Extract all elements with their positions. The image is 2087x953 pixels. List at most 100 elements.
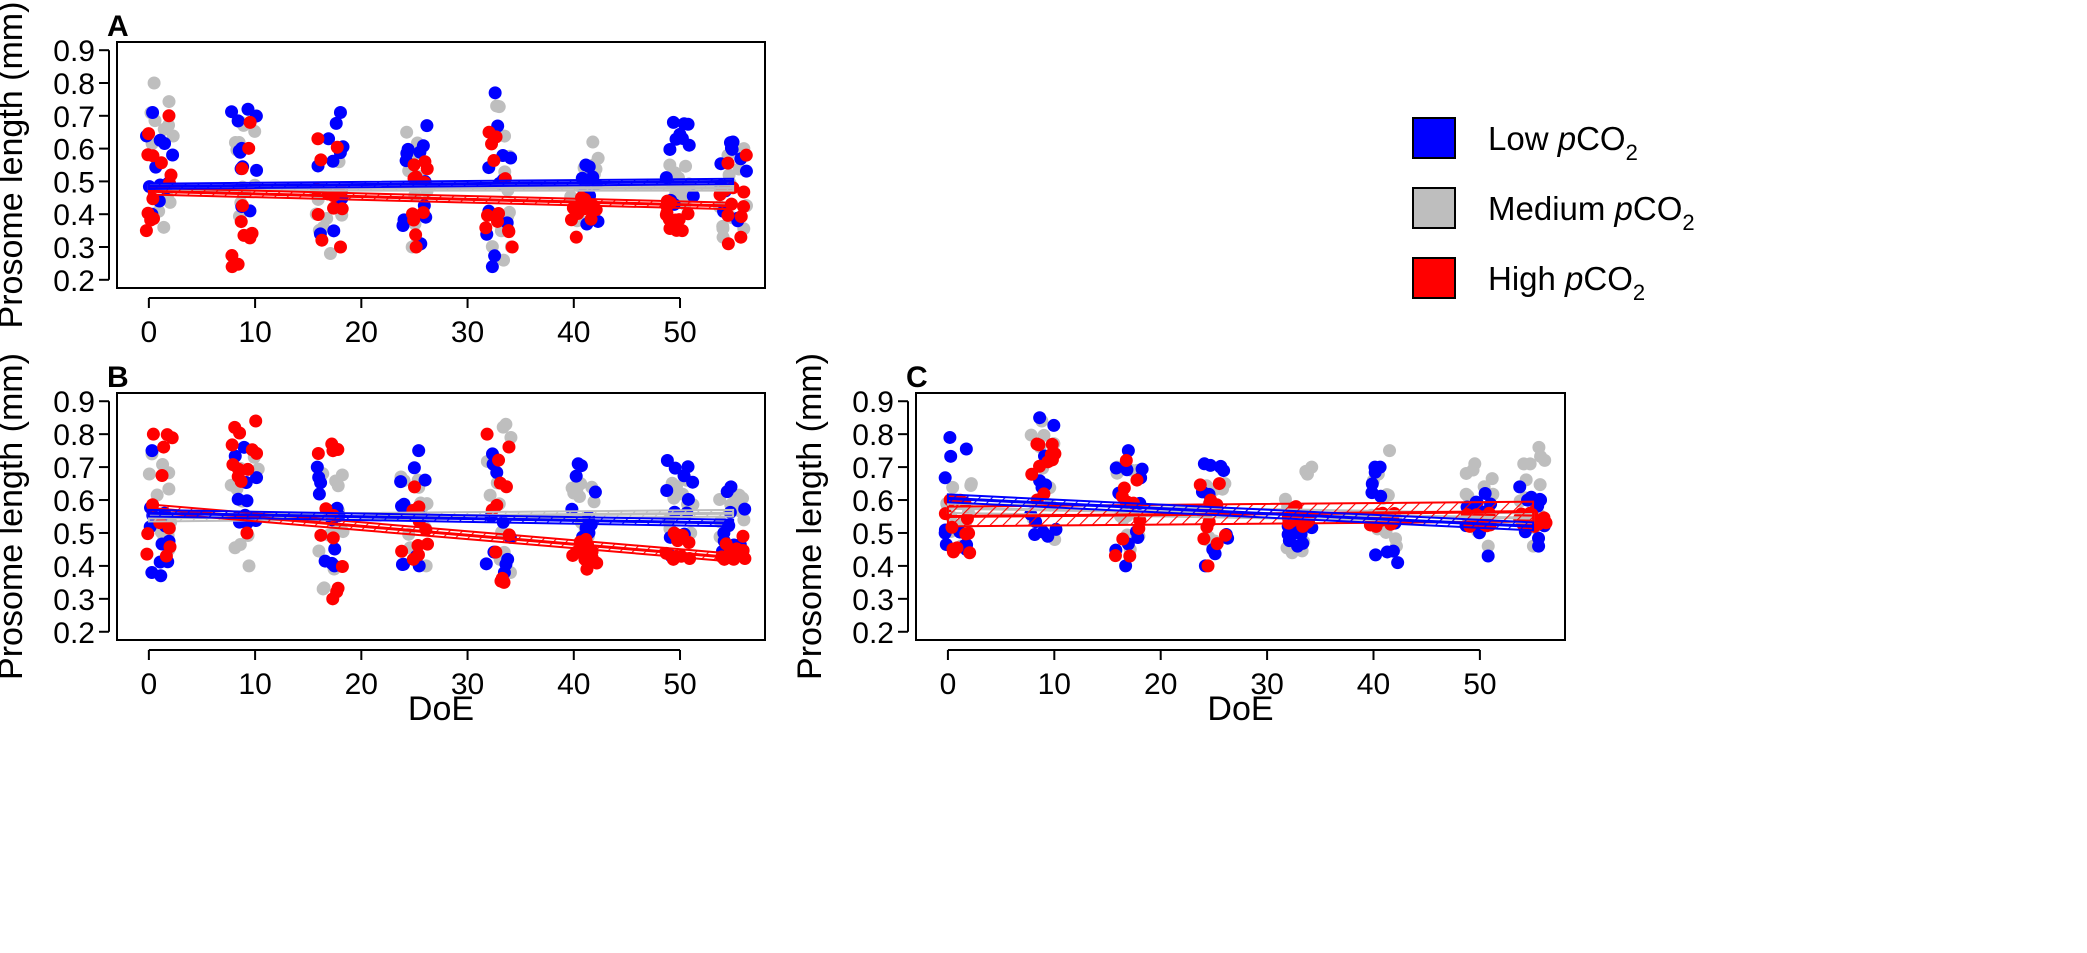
x-tick-label: 50 [663,316,696,349]
point-high [487,154,501,168]
point-high [738,552,752,566]
point-low [326,154,340,168]
point-high [480,208,494,222]
point-high [1117,481,1131,495]
point-high [334,240,348,254]
x-tick-label: 10 [238,316,271,349]
legend-italic: p [1614,190,1633,227]
point-high [420,162,434,176]
point-high [480,427,494,441]
point-high [721,156,735,170]
legend-subscript: 2 [1682,210,1694,235]
point-high [1042,454,1056,468]
point-high [154,156,168,170]
y-tick-label: 0.3 [53,232,95,265]
point-high [311,447,325,461]
point-high [327,201,341,215]
point-high [1193,478,1207,492]
legend-subscript: 2 [1633,280,1645,305]
point-high [1032,438,1046,452]
point-high [1218,528,1232,542]
point-high [584,212,598,226]
point-high [569,230,583,244]
point-low [333,106,347,120]
point-high [950,541,964,555]
point-medium [150,488,164,502]
point-low [158,137,172,151]
point-low [420,119,434,133]
point-low [1214,459,1228,473]
point-low [231,114,245,128]
point-low [724,141,738,155]
y-tick-label: 0.5 [53,166,95,199]
point-low [569,469,583,483]
point-medium [1389,532,1403,546]
point-low [1109,461,1123,475]
panel-label: A [107,10,129,43]
point-high [162,109,176,123]
point-high [1037,487,1051,501]
point-low [1121,444,1135,458]
y-tick-label: 0.9 [852,386,894,419]
x-tick-label: 0 [141,668,158,701]
point-low [145,566,159,580]
point-high [411,548,425,562]
x-tick-label: 20 [345,668,378,701]
point-low [394,475,408,489]
point-medium [1383,444,1397,458]
point-high [165,431,179,445]
point-medium [587,495,601,509]
point-high [1119,454,1133,468]
point-low [1028,528,1042,542]
plot-frame [915,392,1566,641]
y-tick-label: 0.7 [53,101,95,134]
point-low [1380,545,1394,559]
point-high [479,221,493,235]
point-medium [1466,463,1480,477]
x-tick-label: 20 [1144,668,1177,701]
point-medium [1481,539,1495,553]
point-high [490,498,504,512]
point-high [163,540,177,554]
point-high [234,474,248,488]
point-high [242,141,256,155]
point-medium [233,538,247,552]
point-low [145,444,159,458]
point-medium [716,219,730,233]
panel-A: A 0.20.30.40.50.60.70.80.9 Prosome length … [0,2,766,349]
point-high [505,240,519,254]
y-tick-label: 0.4 [53,551,95,584]
y-tick-label: 0.8 [53,419,95,452]
point-medium [312,544,326,558]
point-high [155,469,169,483]
point-low [686,189,700,203]
point-low [1478,486,1492,500]
point-high [1033,459,1047,473]
point-low [328,542,342,556]
point-high [721,208,735,222]
point-high [489,130,503,144]
x-tick-label: 30 [451,316,484,349]
point-low [582,160,596,174]
point-high [734,210,748,224]
point-medium [1533,478,1547,492]
panel-label: C [906,361,928,394]
legend-label-low: Low pCO2 [1488,120,1638,165]
point-low [240,494,254,508]
point-low [1119,559,1133,573]
point-medium [591,151,605,165]
legend-prefix: High [1488,260,1565,297]
point-high [139,224,153,238]
trend-line-low [148,511,734,525]
legend-prefix: Medium [1488,190,1615,227]
legend-subscript: 2 [1626,140,1638,165]
point-high [326,531,340,545]
y-tick-label: 0.4 [53,199,95,232]
point-medium [323,247,337,261]
legend-italic: p [1557,120,1576,157]
y-tick-label: 0.6 [852,485,894,518]
point-high [395,544,409,558]
point-high [489,545,503,559]
point-high [499,480,513,494]
x-tick-label: 20 [345,316,378,349]
